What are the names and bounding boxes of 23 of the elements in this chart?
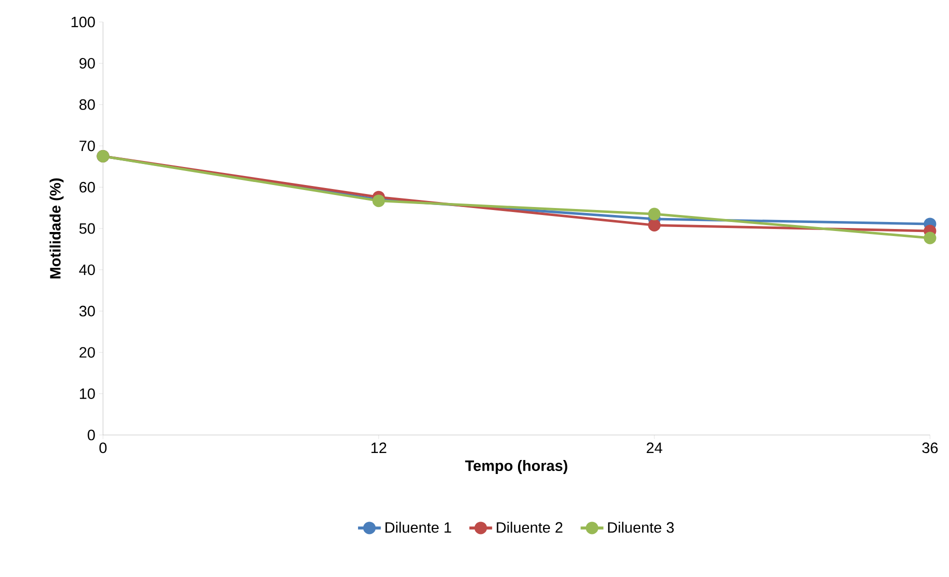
y-tick-label: 30 bbox=[79, 306, 95, 316]
y-tick-label: 90 bbox=[79, 58, 95, 69]
legend-label: Diluente 1 bbox=[386, 522, 452, 533]
y-tick-label: 20 bbox=[80, 347, 95, 358]
point bbox=[924, 232, 936, 244]
y-axis-title: Motilidade (%) bbox=[50, 178, 64, 278]
x-tick-label: 24 bbox=[646, 442, 662, 453]
y-tick-label: 70 bbox=[80, 140, 95, 152]
y-tick-label: 40 bbox=[79, 264, 95, 276]
legend-label: Diluente 2 bbox=[496, 522, 562, 533]
y-tick-label: 80 bbox=[79, 99, 95, 110]
y-tick-label: 60 bbox=[80, 182, 95, 192]
y-tick-label: 0 bbox=[88, 430, 95, 440]
y-tick-label: 50 bbox=[79, 223, 95, 234]
y-tick-label: 100 bbox=[72, 16, 95, 28]
point bbox=[648, 208, 661, 220]
x-tick-label: 0 bbox=[99, 442, 107, 454]
y-tick-label: 10 bbox=[80, 388, 95, 399]
point bbox=[648, 218, 661, 232]
x-axis-title: Tempo (horas) bbox=[465, 460, 568, 474]
x-tick-label: 12 bbox=[371, 442, 386, 453]
x-tick-label: 36 bbox=[922, 442, 938, 454]
legend-label: Diluente 3 bbox=[608, 522, 674, 533]
